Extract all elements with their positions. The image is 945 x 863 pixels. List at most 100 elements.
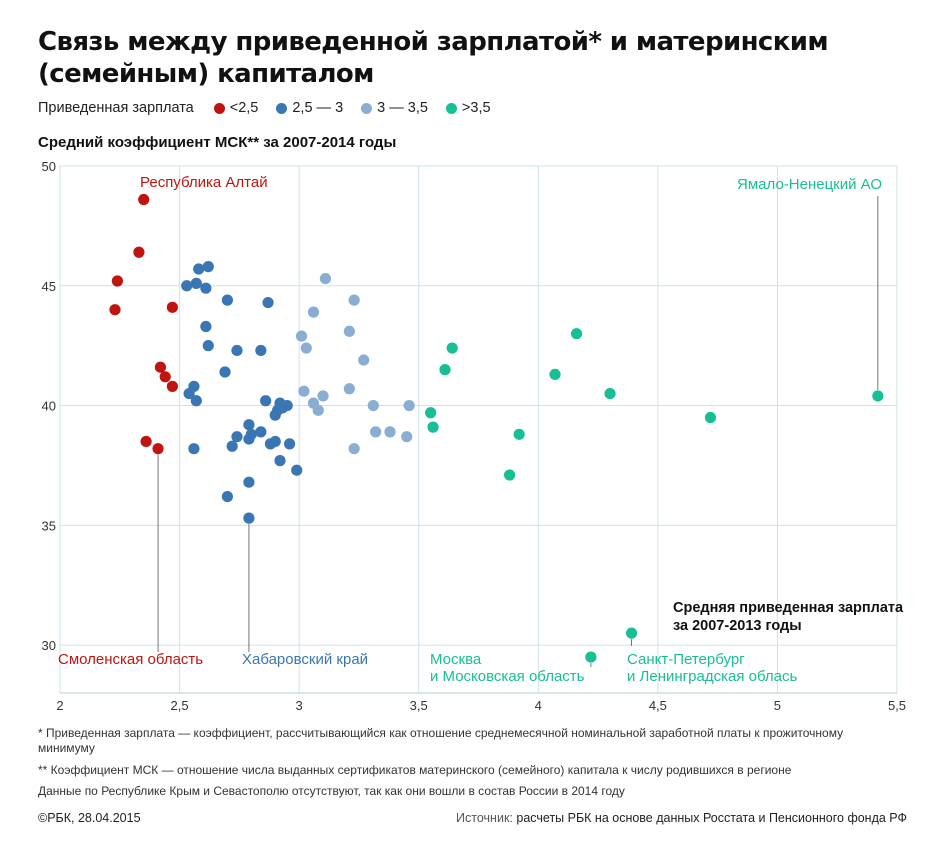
source: Источник: расчеты РБК на основе данных Р… xyxy=(456,811,907,825)
annotation-smolensk: Смоленская область xyxy=(58,651,203,668)
data-point xyxy=(159,371,171,383)
footnote-2: ** Коэффициент МСК — отношение числа выд… xyxy=(38,763,792,777)
data-point xyxy=(243,433,255,445)
data-point xyxy=(231,344,243,357)
y-axis-title: Средний коэффициент МСК** за 2007-2014 г… xyxy=(38,134,397,151)
data-point xyxy=(109,304,121,316)
data-point xyxy=(872,390,884,402)
source-label: Источник: xyxy=(456,811,513,825)
data-point xyxy=(570,328,583,340)
annotation-spb-line1: Санкт-Петербург xyxy=(627,651,745,668)
data-point xyxy=(403,399,415,412)
data-point xyxy=(358,354,370,366)
data-point xyxy=(111,275,123,287)
legend-title: Приведенная зарплата xyxy=(38,100,194,116)
data-point xyxy=(307,306,320,318)
data-point xyxy=(704,411,717,424)
data-point xyxy=(549,368,561,381)
data-point xyxy=(243,512,255,524)
x-tick-label: 5 xyxy=(774,698,781,713)
y-tick-label: 40 xyxy=(42,399,56,414)
data-point xyxy=(269,435,281,448)
data-point xyxy=(604,387,616,400)
data-point xyxy=(348,294,360,306)
data-point xyxy=(585,651,597,663)
data-point xyxy=(343,325,355,337)
data-point xyxy=(503,469,516,481)
data-point xyxy=(401,431,413,443)
leader-layer xyxy=(157,196,879,667)
y-tick-label: 50 xyxy=(42,159,56,174)
x-tick-label: 3 xyxy=(296,698,303,713)
y-tick-label: 35 xyxy=(42,518,56,533)
legend-item-2-5-to-3: 2,5 — 3 xyxy=(276,100,343,116)
data-point xyxy=(319,272,332,285)
data-point xyxy=(166,380,178,392)
legend-label-2-5-to-3: 2,5 — 3 xyxy=(292,100,344,116)
x-tick-label: 5,5 xyxy=(888,698,906,713)
footnote-1: * Приведенная зарплата — коэффициент, ра… xyxy=(38,726,844,755)
annotation-spb-line2: и Ленинградская облась xyxy=(627,668,797,685)
source-text: расчеты РБК на основе данных Росстата и … xyxy=(516,811,907,825)
footnote-3: Данные по Республике Крым и Севастополю … xyxy=(38,784,625,798)
data-point xyxy=(295,330,308,342)
data-point xyxy=(260,395,272,407)
data-point xyxy=(425,407,437,419)
data-point xyxy=(274,455,286,467)
axis-layer: 2 2,5 3 3,5 4 4,5 5 5,5 30 35 40 45 50 xyxy=(42,159,907,713)
data-point xyxy=(625,627,638,639)
data-point xyxy=(231,431,243,443)
data-point xyxy=(283,438,296,450)
data-point xyxy=(152,443,164,455)
x-tick-label: 2,5 xyxy=(171,698,189,713)
y-tick-label: 30 xyxy=(42,638,56,653)
legend-label-3-to-3-5: 3 — 3,5 xyxy=(377,100,428,116)
data-point xyxy=(200,282,212,294)
data-point xyxy=(317,390,329,402)
annotation-republic-altai: Республика Алтай xyxy=(140,174,268,191)
data-point xyxy=(513,428,525,440)
x-axis-title-line1: Средняя приведенная зарплата xyxy=(673,600,904,616)
data-point xyxy=(138,193,150,206)
data-point xyxy=(202,340,214,352)
chart-title-line2: (семейным) капиталом xyxy=(38,59,374,89)
data-point xyxy=(300,342,312,354)
data-point xyxy=(312,404,324,416)
legend-item-lt-2-5: <2,5 xyxy=(213,100,259,116)
data-point xyxy=(202,261,214,273)
data-point xyxy=(183,387,195,400)
points-layer xyxy=(109,193,884,663)
data-point xyxy=(221,294,233,306)
data-point xyxy=(133,246,145,258)
data-point xyxy=(219,366,231,378)
data-point xyxy=(367,399,379,412)
legend-item-gt-3-5: >3,5 xyxy=(445,100,491,116)
grid-layer xyxy=(59,165,898,693)
annotation-khabarovsk: Хабаровский край xyxy=(242,651,368,668)
data-point xyxy=(243,419,255,431)
legend-dot-gt-3-5 xyxy=(445,102,457,114)
chart-title: Связь между приведенной зарплатой* и мат… xyxy=(38,26,918,90)
annotation-moscow-line2: и Московская область xyxy=(430,668,585,685)
data-point xyxy=(291,464,303,476)
data-point xyxy=(154,361,167,373)
data-point xyxy=(298,385,310,397)
annotation-moscow-line1: Москва xyxy=(430,651,482,668)
data-point xyxy=(269,409,281,421)
legend-item-3-to-3-5: 3 — 3,5 xyxy=(361,100,428,116)
data-point xyxy=(348,443,360,455)
data-point xyxy=(427,421,439,433)
data-point xyxy=(243,476,255,488)
data-point xyxy=(226,440,238,452)
legend-dot-2-5-to-3 xyxy=(276,102,288,114)
data-point xyxy=(343,383,355,395)
data-point xyxy=(439,364,451,376)
x-tick-label: 2 xyxy=(56,698,63,713)
annotation-yamal: Ямало-Ненецкий АО xyxy=(737,176,882,193)
chart-title-line1: Связь между приведенной зарплатой* и мат… xyxy=(38,27,829,57)
legend-label-lt-2-5: <2,5 xyxy=(229,100,259,116)
data-point xyxy=(193,263,205,275)
legend-dot-3-to-3-5 xyxy=(361,102,373,114)
x-tick-label: 3,5 xyxy=(410,698,428,713)
credit: ©РБК, 28.04.2015 xyxy=(38,811,141,825)
